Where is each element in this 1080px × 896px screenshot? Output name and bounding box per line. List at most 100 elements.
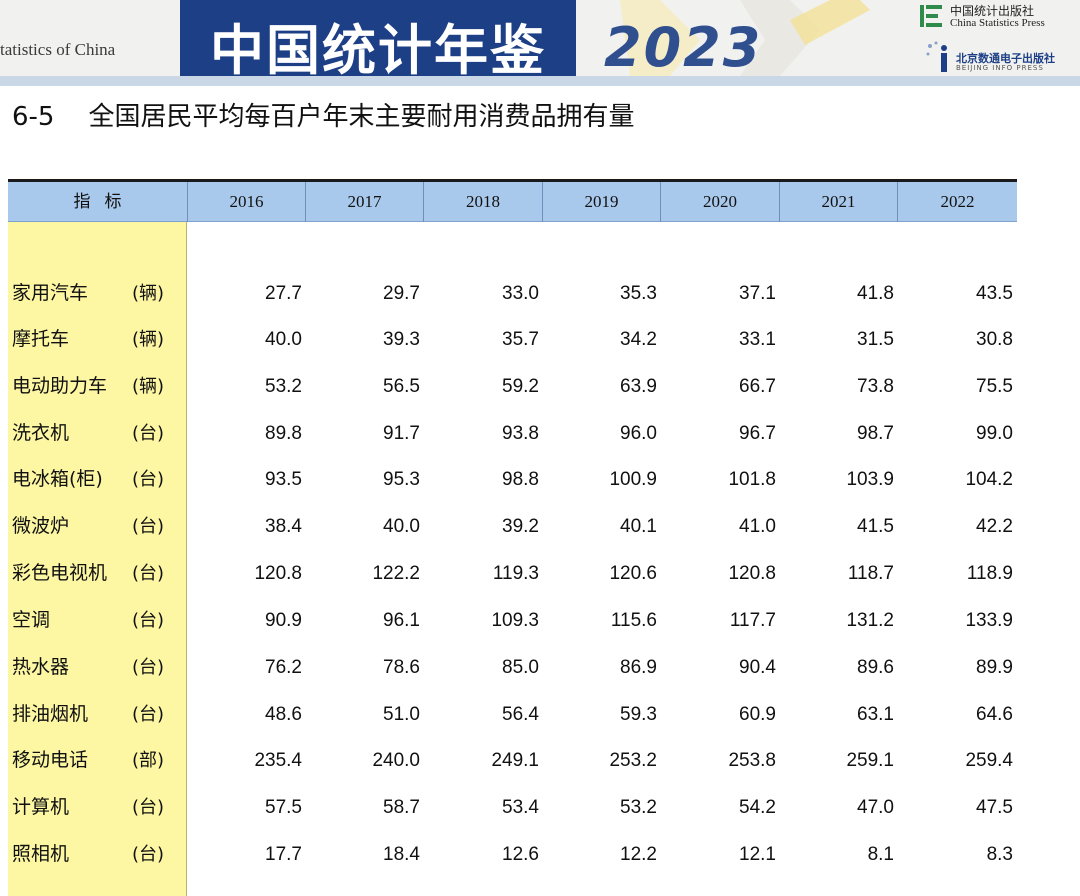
row-value-2021: 73.8	[857, 376, 894, 397]
row-value-2018: 39.2	[502, 516, 539, 537]
header-year: 2021	[779, 182, 897, 222]
row-value-2019: 63.9	[620, 376, 657, 397]
row-value-2016: 57.5	[265, 797, 302, 818]
row-value-2020: 41.0	[739, 516, 776, 537]
row-value-2022: 89.9	[976, 657, 1013, 678]
row-indicator-name: 空调	[12, 609, 51, 631]
row-unit: (辆)	[131, 329, 165, 350]
row-value-2019: 253.2	[609, 750, 657, 771]
header-year: 2018	[423, 182, 542, 222]
row-value-2018: 119.3	[492, 563, 539, 584]
header-year: 2017	[305, 182, 423, 222]
row-indicator-name: 微波炉	[12, 515, 70, 537]
row-value-2021: 259.1	[846, 750, 894, 771]
row-value-2022: 118.9	[966, 563, 1013, 584]
header-year: 2016	[187, 182, 305, 222]
row-value-2021: 31.5	[857, 329, 894, 350]
row-value-2017: 78.6	[383, 657, 420, 678]
row-value-2016: 93.5	[265, 469, 302, 490]
row-value-2016: 90.9	[265, 610, 302, 631]
table-row: 摩托车 (辆) 40.0 39.3 35.7 34.2 33.1 31.5 30.8	[8, 316, 1017, 363]
row-value-2016: 27.7	[265, 283, 302, 304]
table-row: 电冰箱(柜) (台) 93.5 95.3 98.8 100.9 101.8 103.9 104.…	[8, 456, 1017, 503]
table-title: 6-5 全国居民平均每百户年末主要耐用消费品拥有量	[12, 96, 634, 133]
row-value-2021: 98.7	[857, 423, 894, 444]
row-value-2019: 34.2	[620, 329, 657, 350]
row-value-2016: 53.2	[265, 376, 302, 397]
row-value-2016: 40.0	[265, 329, 302, 350]
row-value-2019: 120.6	[609, 563, 657, 584]
table-row: 家用汽车 (辆) 27.7 29.7 33.0 35.3 37.1 41.8 43.5	[8, 270, 1017, 317]
row-value-2021: 89.6	[857, 657, 894, 678]
row-indicator-name: 摩托车	[12, 328, 70, 350]
row-value-2021: 131.2	[846, 610, 894, 631]
row-value-2021: 41.5	[857, 516, 894, 537]
table-row: 彩色电视机 (台) 120.8 122.2 119.3 120.6 120.8 118.7 11…	[8, 550, 1017, 597]
row-value-2016: 120.8	[254, 563, 302, 584]
row-value-2017: 122.2	[372, 563, 420, 584]
row-unit: (台)	[131, 797, 165, 818]
row-value-2016: 76.2	[265, 657, 302, 678]
row-value-2020: 120.8	[728, 563, 776, 584]
banner-decoration-icon	[620, 0, 870, 76]
row-value-2017: 96.1	[383, 610, 420, 631]
banner-title-box: 中国统计年鉴	[180, 0, 576, 76]
row-value-2016: 89.8	[265, 423, 302, 444]
row-value-2020: 66.7	[739, 376, 776, 397]
row-value-2018: 33.0	[502, 283, 539, 304]
row-value-2022: 43.5	[976, 283, 1013, 304]
table-row: 排油烟机 (台) 48.6 51.0 56.4 59.3 60.9 63.1 64.6	[8, 691, 1017, 738]
row-value-2019: 86.9	[620, 657, 657, 678]
row-value-2017: 56.5	[383, 376, 420, 397]
row-value-2022: 99.0	[976, 423, 1013, 444]
row-value-2020: 117.7	[729, 610, 776, 631]
row-indicator-name: 热水器	[12, 656, 70, 678]
row-value-2022: 47.5	[976, 797, 1013, 818]
row-unit: (台)	[131, 516, 165, 537]
row-value-2021: 118.7	[847, 563, 894, 584]
banner-left-text: tatistics of China	[0, 40, 116, 59]
row-unit: (台)	[131, 704, 165, 725]
row-value-2017: 240.0	[372, 750, 420, 771]
table-header-row: 指标 2016 2017 2018 2019 2020 2021 2022	[8, 182, 1017, 222]
header-year: 2020	[660, 182, 779, 222]
row-indicator-name: 洗衣机	[12, 422, 70, 444]
table-number: 6-5	[12, 102, 55, 132]
row-value-2019: 100.9	[609, 469, 657, 490]
row-value-2017: 39.3	[383, 329, 420, 350]
row-value-2019: 53.2	[620, 797, 657, 818]
yearbook-banner: tatistics of China 中国统计年鉴 2023 中国统计出版社 C…	[0, 0, 1080, 76]
row-unit: (辆)	[131, 376, 165, 397]
table-title-text: 全国居民平均每百户年末主要耐用消费品拥有量	[88, 102, 635, 132]
row-value-2018: 93.8	[502, 423, 539, 444]
table-top-rule	[8, 179, 1017, 182]
row-value-2016: 38.4	[265, 516, 302, 537]
row-indicator-name: 排油烟机	[12, 703, 89, 725]
row-unit: (部)	[131, 750, 165, 771]
table-row: 计算机 (台) 57.5 58.7 53.4 53.2 54.2 47.0 47.5	[8, 784, 1017, 831]
row-value-2017: 29.7	[383, 283, 420, 304]
row-value-2021: 41.8	[857, 283, 894, 304]
row-value-2020: 253.8	[728, 750, 776, 771]
row-value-2021: 63.1	[857, 704, 894, 725]
row-value-2016: 17.7	[265, 844, 302, 865]
row-value-2020: 33.1	[739, 329, 776, 350]
row-value-2019: 35.3	[620, 283, 657, 304]
header-indicator: 指标	[73, 192, 136, 212]
row-value-2017: 51.0	[383, 704, 420, 725]
row-unit: (辆)	[131, 283, 165, 304]
row-value-2022: 133.9	[965, 610, 1013, 631]
row-value-2021: 103.9	[846, 469, 894, 490]
row-value-2018: 56.4	[502, 704, 539, 725]
row-value-2017: 58.7	[383, 797, 420, 818]
row-value-2022: 30.8	[976, 329, 1013, 350]
banner-title: 中国统计年鉴	[210, 19, 546, 76]
publisher-block: 中国统计出版社 China Statistics Press 北京数通电子出版社…	[918, 0, 1080, 76]
row-unit: (台)	[131, 657, 165, 678]
row-value-2021: 8.1	[867, 844, 894, 865]
row-unit: (台)	[131, 469, 165, 490]
row-unit: (台)	[131, 610, 165, 631]
row-value-2019: 59.3	[620, 704, 657, 725]
row-unit: (台)	[131, 563, 165, 584]
row-value-2016: 235.4	[254, 750, 302, 771]
